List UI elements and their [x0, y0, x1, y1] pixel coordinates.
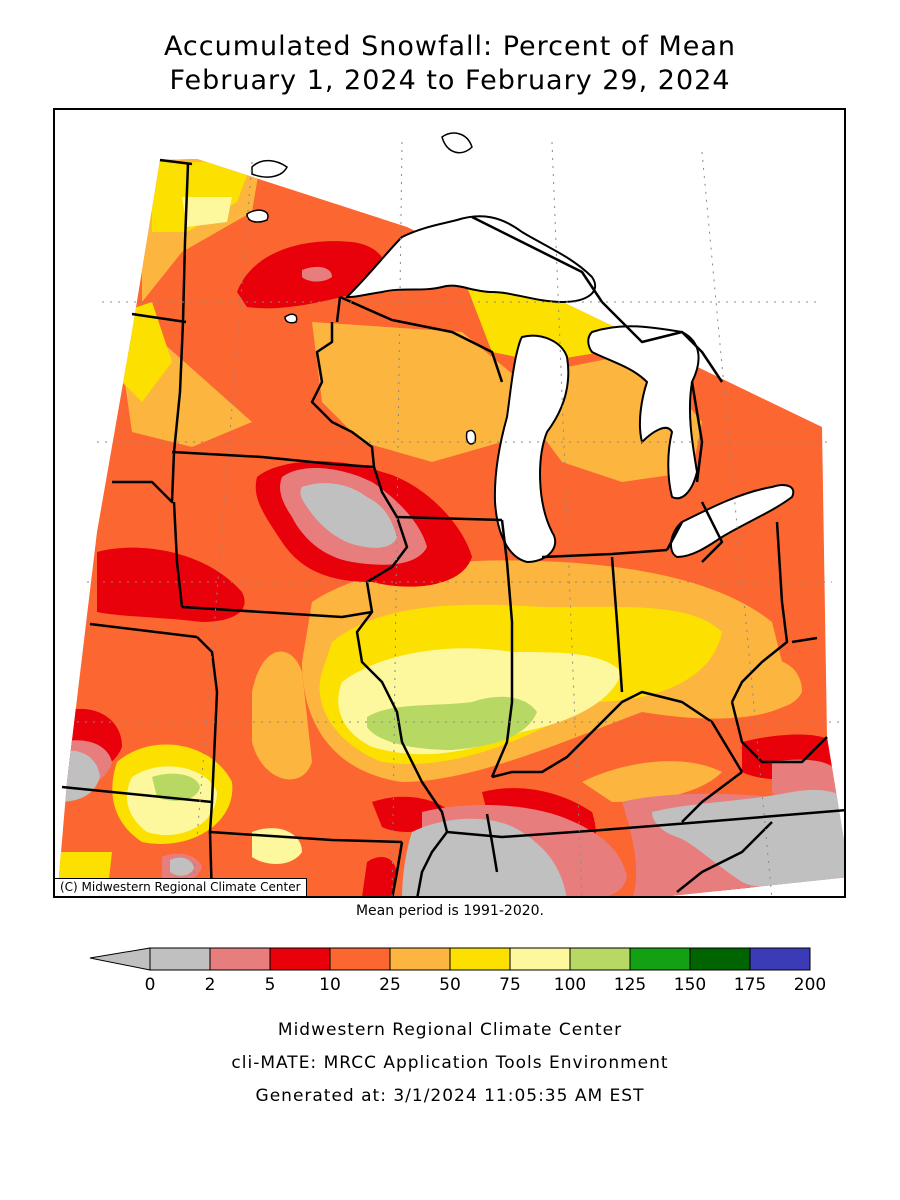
footer-generated-time: Generated at: 3/1/2024 11:05:35 AM EST — [255, 1086, 645, 1106]
legend-tick-label: 5 — [265, 975, 276, 995]
state-boundaries — [61, 158, 844, 896]
legend-tick-label: 25 — [379, 975, 401, 995]
legend-tick-label: 125 — [614, 975, 646, 995]
legend-tick-label: 100 — [554, 975, 586, 995]
legend-tick-label: 0 — [145, 975, 156, 995]
legend-swatch-100-125 — [569, 947, 631, 971]
snowfall-map: (C) Midwestern Regional Climate Center — [53, 108, 846, 898]
legend-tick-label: 10 — [319, 975, 341, 995]
footer-tool-name: cli-MATE: MRCC Application Tools Environ… — [231, 1053, 669, 1073]
legend-swatch-5-10 — [269, 947, 331, 971]
color-legend: 0 2 5 10 25 50 75 100 125 150 175 200 — [0, 940, 900, 1000]
legend-swatch-2-5 — [209, 947, 271, 971]
legend-tick-label: 175 — [734, 975, 766, 995]
copyright-label: (C) Midwestern Regional Climate Center — [55, 878, 307, 896]
legend-swatch-25-50 — [389, 947, 451, 971]
map-date-range: February 1, 2024 to February 29, 2024 — [169, 65, 731, 96]
legend-swatch-150-175 — [689, 947, 751, 971]
legend-swatch-175-200 — [749, 947, 811, 971]
legend-swatch-125-150 — [629, 947, 691, 971]
legend-arrow — [89, 947, 151, 971]
graticule — [77, 141, 840, 896]
footer-organization: Midwestern Regional Climate Center — [277, 1020, 623, 1040]
legend-tick-label: 2 — [205, 975, 216, 995]
legend-tick-label: 200 — [794, 975, 826, 995]
legend-swatch-50-75 — [449, 947, 511, 971]
map-title: Accumulated Snowfall: Percent of Mean — [163, 31, 737, 62]
legend-tick-label: 150 — [674, 975, 706, 995]
legend-tick-label: 50 — [439, 975, 461, 995]
small-lakes — [246, 132, 477, 445]
legend-swatch-75-100 — [509, 947, 571, 971]
legend-swatch-10-25 — [329, 947, 391, 971]
great-lakes — [344, 215, 795, 564]
legend-tick-label: 75 — [499, 975, 521, 995]
legend-swatch-0-2 — [149, 947, 211, 971]
mean-period-note: Mean period is 1991-2020. — [355, 903, 545, 919]
